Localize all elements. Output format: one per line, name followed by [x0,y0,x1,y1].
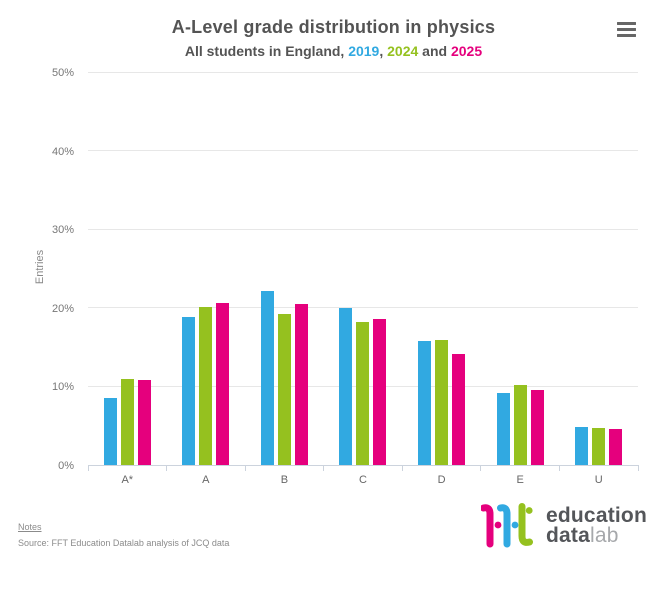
gridline-50% [88,72,638,73]
bar-2019-C[interactable] [339,308,353,465]
x-axis-tick [401,465,403,471]
bar-group-A [167,73,246,465]
logo-lab: lab [589,524,619,547]
x-tick-label-B: B [280,474,289,486]
x-axis-tick [323,465,325,471]
gridline-40% [88,150,638,152]
subtitle-year-2024: 2024 [387,43,419,59]
bar-group-C [324,73,403,465]
gridline-20% [88,307,638,309]
notes-link[interactable]: Notes [18,522,42,532]
y-tick-label-10%: 10% [51,381,74,394]
logo-wordmark: education datalab [546,503,647,546]
bar-2025-E[interactable] [530,389,544,465]
bar-2025-D[interactable] [452,353,466,465]
subtitle-sep1: , [379,43,388,59]
x-tick-label-D: D [437,474,446,486]
y-tick-label-20%: 20% [51,302,74,315]
chart-title: A-Level grade distribution in physics [171,17,496,37]
x-axis-tick [558,465,560,471]
bar-2024-D[interactable] [435,340,449,465]
bar-2024-U[interactable] [592,428,606,465]
logo-data: data [546,524,590,547]
logo-line1: education [546,504,647,527]
bar-2025-A*[interactable] [137,379,151,465]
bar-2024-C[interactable] [356,322,370,465]
bar-2019-U[interactable] [575,427,589,465]
y-tick-label-30%: 30% [51,224,74,237]
bar-2019-D[interactable] [418,341,432,465]
bar-group-A* [88,73,167,465]
bar-group-U [559,73,638,465]
bar-group-B [245,73,324,465]
y-tick-label-40%: 40% [51,145,74,158]
bar-2019-E[interactable] [496,392,510,465]
bar-2025-U[interactable] [609,428,623,465]
x-tick-label-C: C [359,474,367,486]
y-tick-label-50%: 50% [51,67,74,79]
subtitle-year-2019: 2019 [348,43,380,59]
subtitle-prefix: All students in England, [184,43,349,59]
bar-2025-C[interactable] [373,319,387,465]
plot-area: A* A B C D E U [87,72,639,486]
logo-line2: datalab [546,524,647,547]
chart-subtitle: All students in England, 2019, 2024 and … [0,43,667,59]
gridline-30% [88,228,638,230]
bar-2019-A[interactable] [182,316,196,465]
x-axis-tick [637,465,639,471]
subtitle-sep2: and [418,43,451,59]
bar-2019-A*[interactable] [103,398,117,465]
bar-2025-B[interactable] [294,304,308,465]
x-tick-label-A*: A* [121,474,134,486]
x-axis-tick [480,465,482,471]
bar-2019-B[interactable] [260,290,274,465]
bar-2024-A*[interactable] [120,378,134,465]
fft-logo-mark [481,503,533,548]
x-tick-label-U: U [594,474,603,486]
bar-group-E [481,73,560,465]
y-axis-labels: 0% 10% 20% 30% 40% 50% [0,67,74,472]
hamburger-menu-icon[interactable] [617,22,639,40]
fft-datalab-logo[interactable]: education datalab [481,503,647,549]
x-tick-label-A: A [202,474,210,486]
x-axis-tick [244,465,246,471]
subtitle-year-2025: 2025 [450,43,483,59]
source-text: Source: FFT Education Datalab analysis o… [18,538,230,548]
x-tick-label-E: E [516,474,524,486]
y-tick-label-0%: 0% [58,460,74,472]
bar-2024-A[interactable] [199,307,213,465]
x-axis-tick [87,465,89,471]
bar-group-D [402,73,481,465]
bar-2024-E[interactable] [513,385,527,465]
bar-2025-A[interactable] [216,302,230,465]
x-axis-tick [166,465,168,471]
bar-2024-B[interactable] [277,313,291,465]
